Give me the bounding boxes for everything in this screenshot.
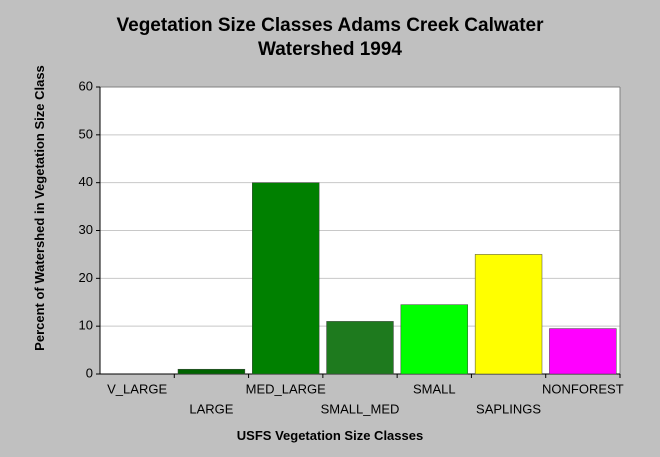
- x-tick-label: SMALL: [413, 381, 456, 396]
- y-tick-label: 40: [79, 174, 93, 189]
- x-tick-label: SMALL_MED: [321, 401, 400, 416]
- y-tick-label: 30: [79, 222, 93, 237]
- bar: [400, 304, 468, 375]
- x-tick-label: NONFOREST: [542, 381, 624, 396]
- x-tick-label: SAPLINGS: [476, 401, 541, 416]
- y-tick-label: 60: [79, 78, 93, 93]
- bar: [474, 254, 543, 375]
- x-tick-label: MED_LARGE: [246, 381, 327, 396]
- y-tick-label: 0: [86, 365, 93, 380]
- y-tick-label: 10: [79, 318, 93, 333]
- x-tick-label: V_LARGE: [107, 381, 167, 396]
- bar: [549, 328, 617, 375]
- y-axis-label: Percent of Watershed in Vegetation Size …: [32, 65, 47, 351]
- bar: [326, 321, 394, 375]
- x-tick-label: LARGE: [189, 401, 233, 416]
- y-tick-label: 50: [79, 126, 93, 141]
- bar: [252, 182, 320, 375]
- bar: [177, 368, 246, 375]
- chart-title: Vegetation Size Classes Adams Creek Calw…: [116, 15, 544, 60]
- y-tick-label: 20: [79, 270, 93, 285]
- x-axis-label: USFS Vegetation Size Classes: [236, 428, 424, 443]
